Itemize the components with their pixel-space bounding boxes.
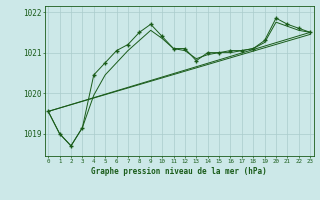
X-axis label: Graphe pression niveau de la mer (hPa): Graphe pression niveau de la mer (hPa) <box>91 167 267 176</box>
